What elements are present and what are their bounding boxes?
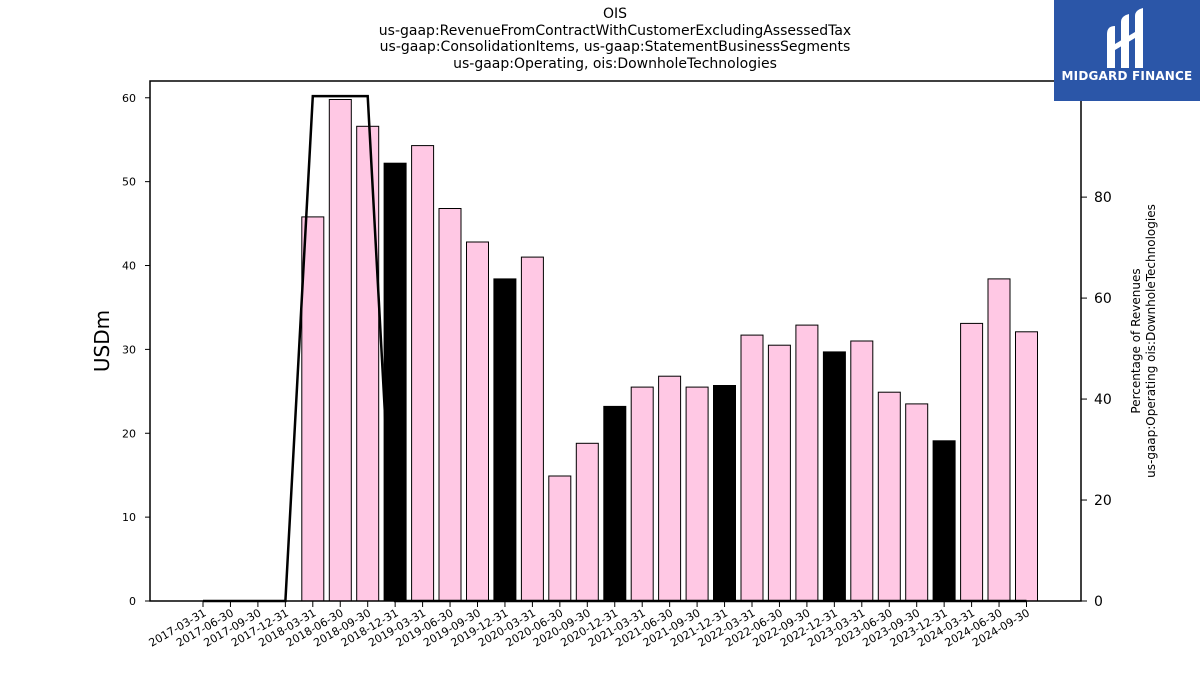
brand-logo: MIDGARD FINANCE bbox=[1054, 0, 1200, 101]
y2-axis-label-line-2: us-gaap:Operating ois:DownholeTechnologi… bbox=[1144, 204, 1158, 478]
y-tick-label: 0 bbox=[129, 595, 136, 608]
chart-title-line: us-gaap:ConsolidationItems, us-gaap:Stat… bbox=[379, 39, 851, 55]
bar bbox=[877, 391, 901, 602]
bar bbox=[383, 162, 407, 602]
bar bbox=[493, 278, 517, 602]
bar bbox=[548, 475, 572, 602]
chart-title-line: us-gaap:RevenueFromContractWithCustomerE… bbox=[378, 22, 852, 39]
bar-series bbox=[301, 99, 1038, 602]
bar bbox=[740, 334, 764, 602]
y-tick-label: 30 bbox=[122, 343, 136, 356]
bar bbox=[795, 324, 819, 602]
bar bbox=[411, 145, 435, 602]
midgard-logo-icon bbox=[1107, 8, 1143, 68]
chart-title-line: us-gaap:Operating, ois:DownholeTechnolog… bbox=[453, 55, 777, 72]
y-tick-label: 60 bbox=[122, 92, 136, 105]
bar bbox=[713, 385, 736, 602]
chart-title: OIS us-gaap:RevenueFromContractWithCusto… bbox=[200, 6, 1030, 72]
y2-tick-label: 80 bbox=[1094, 190, 1112, 206]
y2-tick-label: 0 bbox=[1094, 594, 1103, 610]
bar bbox=[960, 322, 984, 602]
chart-title-line: OIS bbox=[602, 6, 628, 22]
bar bbox=[932, 440, 956, 602]
y2-tick-label: 40 bbox=[1094, 392, 1112, 408]
plot-frame bbox=[149, 80, 1082, 602]
brand-name: MIDGARD FINANCE bbox=[1061, 69, 1193, 83]
y-tick-label: 40 bbox=[122, 260, 136, 273]
bar bbox=[1015, 331, 1038, 602]
bar bbox=[658, 375, 682, 602]
y2-tick-label: 20 bbox=[1094, 493, 1112, 509]
bar bbox=[850, 340, 874, 602]
bar bbox=[520, 256, 544, 602]
y2-axis-label-line-1: Percentage of Revenues bbox=[1129, 268, 1143, 413]
bar bbox=[356, 125, 380, 602]
y-tick-label: 50 bbox=[122, 176, 136, 189]
bar bbox=[987, 278, 1011, 602]
bar bbox=[466, 241, 489, 602]
bar bbox=[630, 386, 654, 602]
bar bbox=[575, 442, 599, 602]
y-tick-label: 20 bbox=[122, 427, 136, 440]
bar bbox=[328, 99, 352, 602]
bar bbox=[301, 216, 325, 602]
bar bbox=[603, 405, 627, 602]
bar bbox=[905, 403, 929, 602]
y2-tick-label: 60 bbox=[1094, 291, 1112, 307]
bar bbox=[685, 386, 709, 602]
y-tick-label: 10 bbox=[122, 511, 136, 524]
bar bbox=[822, 351, 846, 602]
y-axis-label: USDm bbox=[90, 310, 114, 372]
bar bbox=[767, 344, 791, 602]
bar bbox=[438, 208, 462, 602]
